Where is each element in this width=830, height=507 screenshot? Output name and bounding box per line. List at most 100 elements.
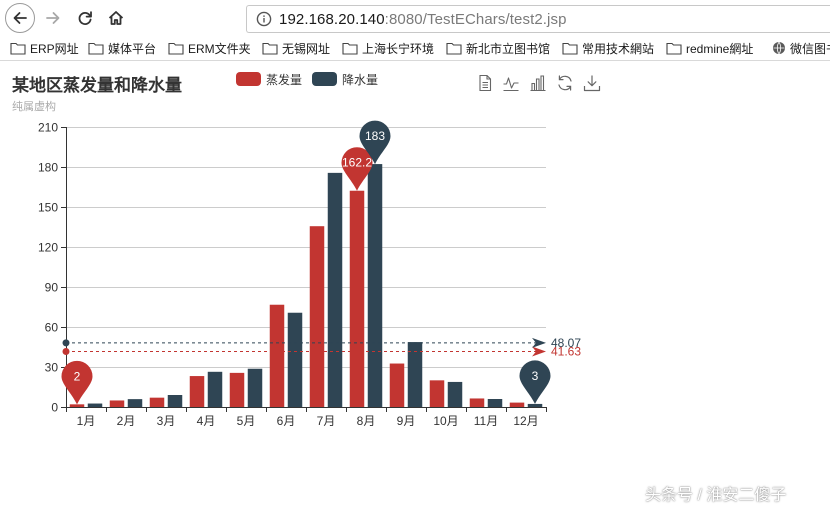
bar-precipitation: [327, 172, 343, 407]
folder-icon: [262, 42, 278, 55]
browser-navbar: 192.168.20.140:8080/TestEChars/test2.jsp: [0, 0, 830, 36]
bar-chart-icon: [530, 75, 546, 92]
folder-icon: [666, 42, 682, 55]
data-view-button[interactable]: [476, 74, 494, 92]
back-button[interactable]: [5, 3, 35, 33]
y-tick-label: 90: [45, 281, 59, 295]
bar-evaporation: [349, 190, 365, 407]
bar-precipitation: [527, 403, 543, 407]
info-icon[interactable]: [255, 10, 273, 28]
mark-point-max: [359, 120, 391, 165]
bar-chart: 0 30 60 90 120 150 180 210 1月 2月 3月 4月 5月 6月 7月 8月 9月 10月…: [38, 120, 581, 429]
arrow-right-icon: [46, 12, 60, 24]
bar-evaporation: [309, 226, 325, 407]
folder-icon: [446, 42, 462, 55]
folder-icon: [342, 42, 358, 55]
bookmark-label: 无锡网址: [282, 41, 331, 56]
x-tick-label: 3月: [157, 414, 176, 428]
y-tick-label: 150: [38, 201, 58, 215]
legend-label: 降水量: [342, 72, 379, 87]
x-tick-label: 8月: [357, 414, 376, 428]
average-line-label: 41.63: [551, 344, 581, 358]
average-line-label: 48.07: [551, 336, 581, 350]
bar-evaporation: [189, 376, 205, 407]
average-line-arrow: [532, 346, 546, 357]
arrow-left-icon: [13, 12, 27, 24]
chart-subtitle: 纯属虚构: [12, 101, 56, 113]
bar-evaporation: [109, 400, 125, 407]
legend-evaporation[interactable]: 蒸发量: [236, 72, 303, 87]
url-host: 192.168.20.140: [279, 10, 385, 28]
bar-evaporation: [469, 398, 485, 407]
bookmark-label: redmine網址: [686, 41, 754, 56]
bar-evaporation: [389, 363, 405, 407]
y-tick-label: 180: [38, 161, 58, 175]
bookmark-tech[interactable]: 常用技术網站: [562, 39, 654, 57]
bookmark-erm[interactable]: ERM文件夹: [168, 39, 251, 57]
forward-button[interactable]: [38, 3, 68, 33]
x-tick-label: 5月: [237, 414, 256, 428]
data-view-icon: [479, 74, 492, 92]
y-tick-label: 60: [45, 321, 59, 335]
mark-point-min-label: 2: [74, 369, 81, 383]
legend-swatch-precipitation: [312, 72, 337, 86]
bar-precipitation: [447, 381, 463, 407]
x-tick-label: 9月: [397, 414, 416, 428]
x-tick-label: 10月: [433, 414, 458, 428]
x-tick-label: 1月: [77, 414, 96, 428]
line-chart-button[interactable]: [502, 74, 520, 92]
bar-precipitation: [247, 368, 263, 407]
url-text[interactable]: 192.168.20.140:8080/TestEChars/test2.jsp: [279, 11, 567, 28]
bar-evaporation: [149, 397, 165, 407]
bar-precipitation: [127, 399, 143, 407]
bar-precipitation: [487, 399, 503, 407]
bookmark-wuxi[interactable]: 无锡网址: [262, 39, 330, 57]
bar-precipitation: [287, 312, 303, 407]
bar-evaporation: [269, 304, 285, 407]
restore-icon: [558, 75, 572, 91]
bar-evaporation: [509, 402, 525, 407]
bar-precipitation: [407, 342, 423, 407]
bar-precipitation: [87, 403, 103, 407]
bookmark-shanghai[interactable]: 上海长宁环境: [342, 39, 434, 57]
x-tick-label: 6月: [277, 414, 296, 428]
bookmark-media[interactable]: 媒体平台: [88, 39, 156, 57]
bar-precipitation: [367, 164, 383, 407]
line-chart-icon: [503, 77, 519, 92]
home-icon: [108, 11, 124, 25]
bookmark-library[interactable]: 新北市立图书馆: [446, 39, 550, 57]
restore-button[interactable]: [556, 74, 574, 92]
bookmark-redmine[interactable]: redmine網址: [666, 39, 753, 57]
y-tick-label: 120: [38, 241, 58, 255]
folder-icon: [562, 42, 578, 55]
bookmark-erp[interactable]: ERP网址: [10, 39, 79, 57]
bookmark-label: 上海长宁环境: [362, 41, 435, 56]
bar-evaporation: [429, 380, 445, 407]
legend-label: 蒸发量: [266, 72, 303, 87]
legend-precipitation[interactable]: 降水量: [312, 72, 379, 87]
home-button[interactable]: [101, 3, 131, 33]
folder-icon: [168, 42, 184, 55]
mark-point-max-label: 183: [365, 129, 385, 143]
reload-button[interactable]: [70, 3, 100, 33]
x-tick-label: 4月: [197, 414, 216, 428]
bar-precipitation: [207, 371, 223, 407]
y-tick-label: 210: [38, 121, 58, 135]
address-bar[interactable]: 192.168.20.140:8080/TestEChars/test2.jsp: [246, 5, 830, 33]
folder-icon: [10, 42, 26, 55]
folder-icon: [88, 42, 104, 55]
globe-icon: [773, 41, 785, 55]
bookmark-label: ERP网址: [30, 41, 79, 56]
legend-swatch-evaporation: [236, 72, 261, 86]
y-tick-label: 30: [45, 361, 59, 375]
bookmark-label: 新北市立图书馆: [466, 41, 551, 56]
save-image-button[interactable]: [583, 74, 601, 92]
bookmark-label: 常用技术網站: [582, 41, 655, 56]
watermark: 头条号 / 淮安二傻子: [645, 487, 787, 504]
bar-evaporation: [229, 372, 245, 407]
bookmark-wechat-books[interactable]: 微信图书: [772, 39, 830, 57]
bookmarks-bar: ERP网址 媒体平台 ERM文件夹 无锡网址 上海长宁环境 新北市立图书馆 常用…: [0, 37, 830, 59]
bar-chart-button[interactable]: [529, 74, 547, 92]
mark-point-max: [341, 147, 373, 191]
average-line-start: [62, 347, 70, 355]
